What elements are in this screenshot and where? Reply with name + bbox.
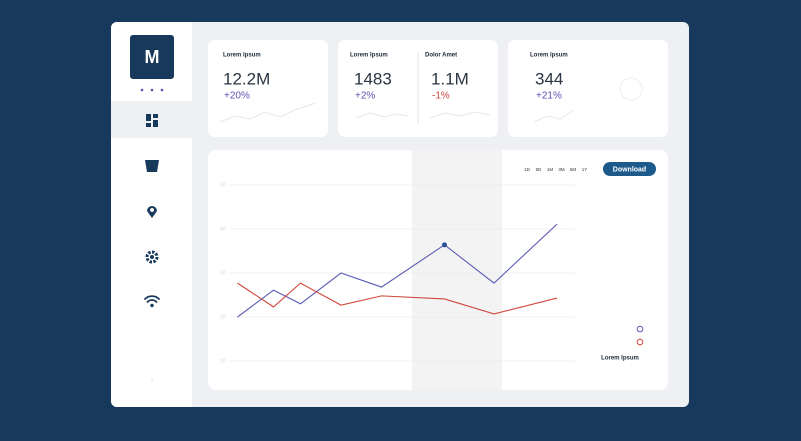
range-option[interactable]: 6M — [570, 167, 577, 172]
card-value: 1.1M — [431, 69, 469, 88]
card-value: 344 — [535, 69, 563, 88]
card-change: +21% — [536, 91, 562, 102]
range-option[interactable]: 3M — [558, 167, 565, 172]
legend-label: Lorem Ipsum — [601, 356, 639, 362]
highlight-point — [442, 242, 447, 248]
series-line — [237, 282, 558, 315]
card-icon — [619, 77, 643, 101]
card-label: Dolor Amet — [425, 53, 457, 59]
range-selector: 1D 5D 1M 3M 6M 1Y — [524, 167, 587, 172]
nav-bin[interactable] — [145, 160, 159, 172]
range-option[interactable]: 1Y — [582, 167, 588, 172]
nav-wifi[interactable] — [144, 295, 160, 308]
nav-settings[interactable] — [145, 250, 159, 264]
y-tick-label: 40 — [220, 226, 226, 232]
y-tick-label: 30 — [220, 270, 226, 276]
sparkline — [355, 112, 409, 119]
nav-active[interactable] — [111, 101, 192, 138]
sparkline — [219, 102, 317, 123]
dots — [140, 88, 164, 92]
card-value: 1483 — [354, 69, 392, 88]
download-label[interactable]: Download — [613, 166, 646, 173]
nav-location[interactable] — [147, 206, 157, 218]
card-label: Lorem Ipsum — [223, 53, 261, 59]
range-option[interactable]: 1M — [547, 167, 554, 172]
card-label: Lorem Ipsum — [350, 53, 388, 59]
plot: 10 20 30 40 50 — [220, 182, 575, 364]
card — [508, 40, 668, 137]
nav-more[interactable]: › — [151, 377, 154, 384]
range-option[interactable]: 1D — [524, 167, 531, 172]
logo: M — [145, 47, 160, 67]
y-tick-label: 50 — [220, 182, 226, 188]
highlight-band — [412, 150, 502, 390]
logo-box — [130, 35, 174, 79]
sparkline — [533, 109, 575, 123]
legend-marker — [636, 338, 644, 346]
series-line — [237, 223, 558, 318]
sparkline — [429, 111, 491, 119]
nav-dashboard[interactable] — [146, 114, 158, 127]
y-tick-label: 10 — [220, 358, 226, 364]
legend-marker — [636, 325, 644, 333]
card-change: -1% — [432, 91, 450, 102]
download-button[interactable] — [603, 162, 656, 176]
card-change: +20% — [224, 91, 250, 102]
y-tick-label: 20 — [220, 314, 226, 320]
card-value: 12.2M — [223, 69, 270, 88]
range-option[interactable]: 5D — [536, 167, 543, 172]
card-change: +2% — [355, 91, 375, 102]
card — [208, 40, 328, 137]
card-label: Lorem Ipsum — [530, 53, 568, 59]
